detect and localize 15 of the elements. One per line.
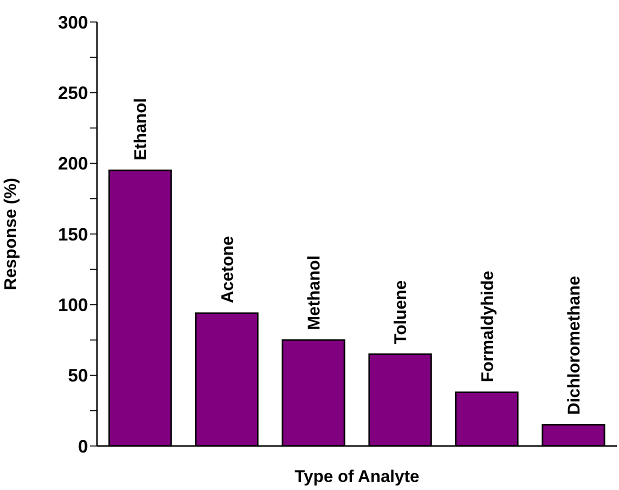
y-tick-label: 200 [58, 154, 88, 174]
y-tick-label: 50 [68, 366, 88, 386]
y-tick-label: 0 [78, 436, 88, 456]
y-tick-label: 250 [58, 83, 88, 104]
x-tick-label: Dichloromethane [564, 276, 584, 415]
y-tick-label: 300 [58, 12, 88, 32]
x-tick-label: Formaldyhide [478, 270, 497, 382]
y-tick-label: 100 [58, 295, 88, 316]
x-axis-title: Type of Analyte [294, 467, 420, 486]
x-tick-label: Acetone [218, 236, 237, 304]
y-tick-label: 150 [58, 224, 88, 244]
x-tick-label: Methanol [304, 255, 324, 330]
x-tick-label: Ethanol [131, 98, 150, 160]
x-tick-label: Toluene [391, 280, 410, 344]
y-axis-title: Response (%) [1, 178, 20, 290]
